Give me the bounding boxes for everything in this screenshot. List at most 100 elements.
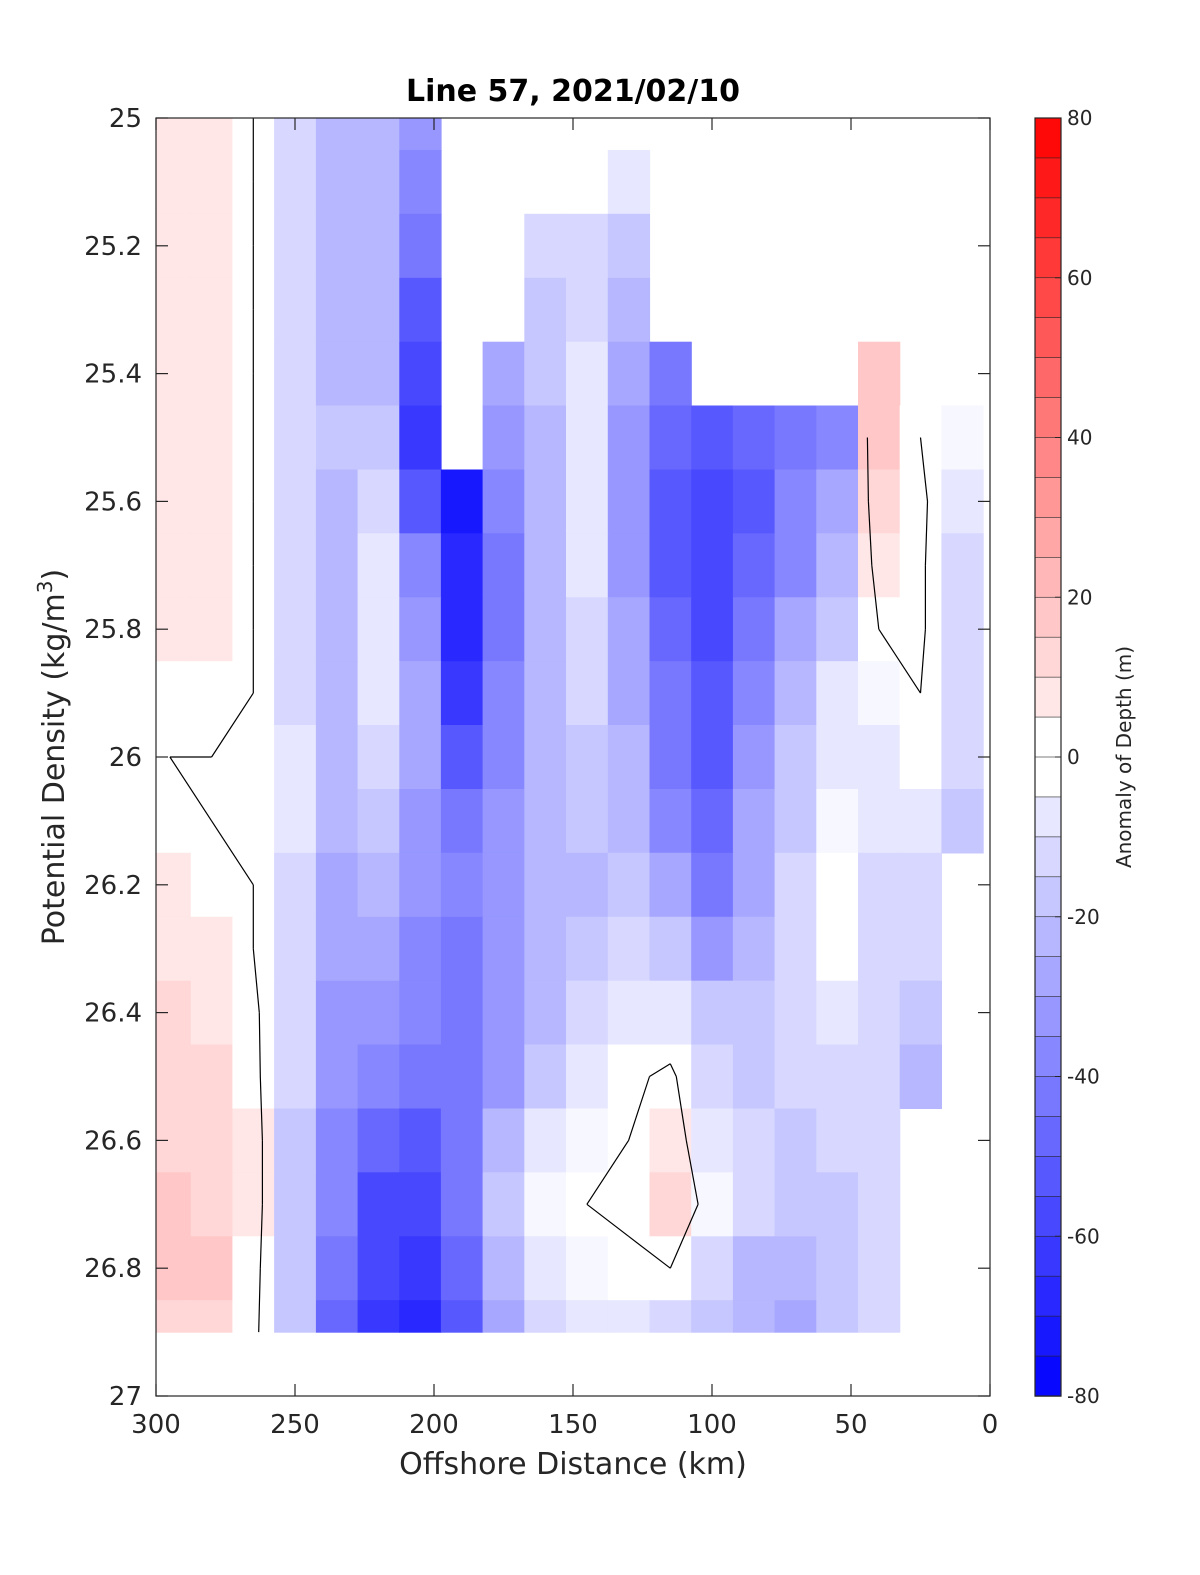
contour-cell bbox=[440, 533, 484, 598]
zero-contour-segment bbox=[259, 1204, 263, 1269]
contour-cell bbox=[816, 597, 859, 662]
contour-cell bbox=[482, 341, 525, 407]
contour-cell bbox=[274, 1108, 317, 1173]
contour-cell bbox=[816, 405, 859, 470]
contour-cell bbox=[524, 277, 567, 343]
contour-cell bbox=[440, 1044, 484, 1109]
contour-cell bbox=[732, 916, 776, 982]
contour-cell bbox=[691, 916, 734, 982]
contour-cell bbox=[482, 789, 525, 854]
contour-cell bbox=[357, 1044, 400, 1109]
colorbar: 80 60 40 20 0 -20 -40 -60 -80 bbox=[1034, 106, 1100, 1408]
contour-cell bbox=[399, 916, 442, 982]
contour-cell bbox=[607, 533, 651, 598]
contour-cell bbox=[357, 533, 400, 598]
contour-cell bbox=[566, 597, 609, 662]
contour-cell bbox=[357, 852, 400, 918]
zero-contour-segment bbox=[878, 628, 922, 694]
contour-cell bbox=[607, 213, 651, 279]
contour-cell bbox=[357, 916, 400, 982]
contour-cell bbox=[315, 597, 359, 662]
contour-cell bbox=[399, 150, 442, 215]
contour-cell bbox=[899, 980, 942, 1046]
colorbar-band bbox=[1034, 357, 1062, 399]
contour-cell bbox=[566, 405, 609, 470]
contour-cell bbox=[858, 533, 901, 598]
contour-cell bbox=[858, 789, 901, 854]
contour-cell bbox=[816, 725, 859, 790]
contour-cell bbox=[357, 980, 400, 1046]
contour-cell bbox=[315, 916, 359, 982]
contour-cell bbox=[607, 1236, 651, 1301]
contour-cell bbox=[816, 852, 859, 918]
y-tick-label: 26 bbox=[109, 743, 142, 773]
colorbar-band bbox=[1034, 117, 1062, 159]
contour-cell bbox=[440, 852, 484, 918]
contour-cell bbox=[774, 1044, 817, 1109]
contour-cell bbox=[440, 469, 484, 534]
contour-cell bbox=[482, 1044, 525, 1109]
contour-cell bbox=[566, 469, 609, 534]
colorbar-band bbox=[1034, 557, 1062, 598]
contour-cell bbox=[399, 852, 442, 918]
contour-cell bbox=[482, 661, 525, 726]
chart-title: Line 57, 2021/02/10 bbox=[406, 74, 740, 109]
colorbar-band bbox=[1034, 237, 1062, 279]
colorbar-band bbox=[1034, 1116, 1062, 1158]
contour-cell bbox=[440, 980, 484, 1046]
y-axis-label-close: ) bbox=[37, 569, 72, 581]
contour-cell bbox=[482, 980, 525, 1046]
contour-cell bbox=[482, 1300, 525, 1333]
y-tick-label: 25.4 bbox=[84, 360, 142, 390]
contour-cell bbox=[732, 1044, 776, 1109]
contour-cell bbox=[232, 1172, 275, 1237]
colorbar-band bbox=[1034, 1156, 1062, 1198]
x-tick-label: 50 bbox=[834, 1410, 867, 1440]
contour-cell bbox=[649, 1108, 692, 1173]
zero-contour-segment bbox=[259, 1076, 263, 1141]
contour-cell bbox=[190, 1300, 234, 1333]
zero-contour-segment bbox=[586, 1140, 630, 1205]
colorbar-band bbox=[1034, 676, 1062, 718]
zero-contour-segment bbox=[919, 437, 929, 502]
contour-cell bbox=[274, 916, 317, 982]
contour-cell bbox=[524, 725, 567, 790]
colorbar-band bbox=[1034, 596, 1062, 638]
colorbar-tick-label: 20 bbox=[1067, 585, 1092, 609]
zero-contour-segment bbox=[675, 1076, 687, 1141]
colorbar-band bbox=[1034, 517, 1062, 559]
contour-cell bbox=[274, 213, 317, 279]
contour-cell bbox=[732, 469, 776, 534]
contour-cell bbox=[732, 1172, 776, 1237]
contour-cell bbox=[566, 916, 609, 982]
contour-cell bbox=[315, 1172, 359, 1237]
contour-cell bbox=[315, 1044, 359, 1109]
contour-cell bbox=[732, 661, 776, 726]
contour-cell bbox=[524, 469, 567, 534]
contour-cell bbox=[399, 277, 442, 343]
contour-cell bbox=[315, 277, 359, 343]
contour-cell bbox=[315, 1108, 359, 1173]
zero-contour-segment bbox=[871, 565, 880, 630]
contour-cell bbox=[691, 980, 734, 1046]
contour-cell bbox=[816, 1236, 859, 1301]
contour-cell bbox=[399, 341, 442, 407]
contour-cell bbox=[899, 725, 942, 790]
contour-cell bbox=[691, 852, 734, 918]
contour-cell bbox=[399, 213, 442, 279]
contour-cell bbox=[357, 405, 400, 470]
contour-cell bbox=[190, 1172, 234, 1237]
contour-cell bbox=[566, 980, 609, 1046]
contour-cell bbox=[482, 533, 525, 598]
colorbar-band bbox=[1034, 836, 1062, 878]
contour-cell bbox=[732, 533, 776, 598]
contour-cell bbox=[482, 1172, 525, 1237]
contour-cell bbox=[274, 150, 317, 215]
contour-cell bbox=[440, 1108, 484, 1173]
contour-cell bbox=[315, 1300, 359, 1333]
contour-cell bbox=[524, 1044, 567, 1109]
zero-contour-lines bbox=[169, 118, 929, 1333]
zero-contour-segment bbox=[919, 629, 926, 694]
contour-cell bbox=[190, 150, 234, 215]
contour-cell bbox=[732, 725, 776, 790]
